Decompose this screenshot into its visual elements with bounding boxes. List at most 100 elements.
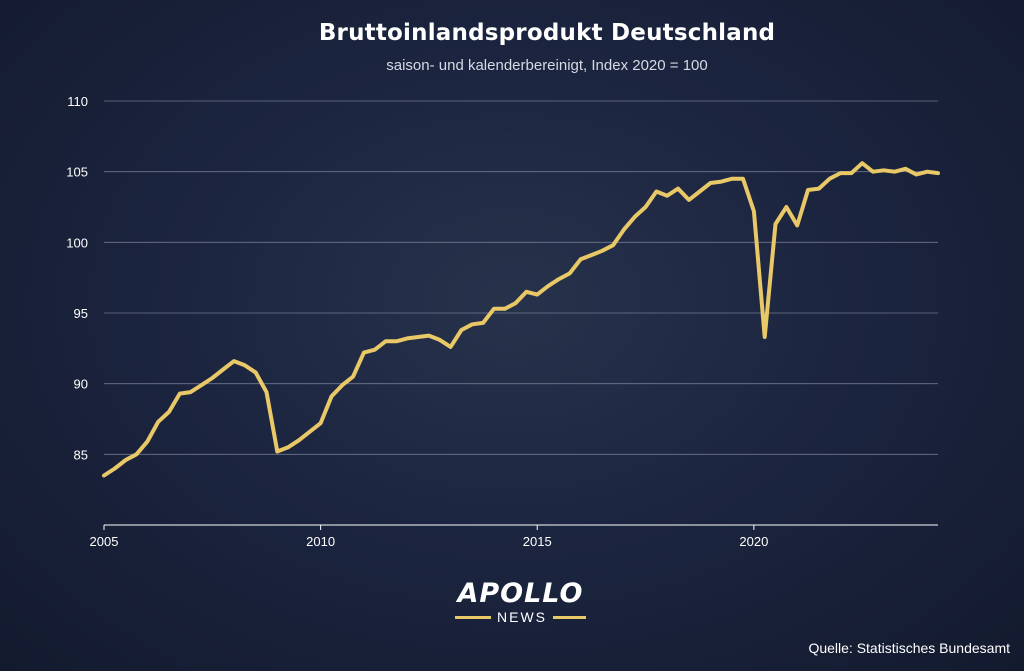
data-point [741,177,745,181]
data-point [243,363,247,367]
data-point [275,450,279,454]
data-point [524,290,528,294]
data-point [676,187,680,191]
logo-news: NEWS [497,609,547,625]
chart-subtitle: saison- und kalenderbereinigt, Index 202… [386,57,708,74]
data-point [600,249,604,253]
data-point [145,440,149,444]
data-point [665,194,669,198]
data-point [817,187,821,191]
data-point [384,339,388,343]
data-point [102,474,106,478]
apollo-news-logo: APOLLO NEWS [455,578,586,628]
data-point [492,307,496,311]
data-point [113,466,117,470]
logo-bar-right [553,616,586,619]
data-point [308,430,312,434]
data-point [644,205,648,209]
data-point [839,171,843,175]
line-chart: 85 90 95 100 105 110 2005 2010 2015 2020 [66,94,940,549]
data-point [470,322,474,326]
data-point [449,345,453,349]
data-point [210,376,214,380]
data-point [438,338,442,342]
logo-bar-left [455,616,491,619]
data-point [189,390,193,394]
series-line-gdp [102,161,940,478]
data-point [882,168,886,172]
data-point [340,383,344,387]
data-point [763,335,767,339]
data-point [557,277,561,281]
data-point [427,334,431,338]
data-point [925,170,929,174]
y-axis-labels: 85 90 95 100 105 110 [66,94,88,462]
data-point [156,420,160,424]
data-point [329,394,333,398]
data-point [633,215,637,219]
data-point [221,368,225,372]
x-tick-label: 2020 [739,534,768,549]
x-axis: 2005 2010 2015 2020 [90,524,938,549]
x-tick-label: 2005 [90,534,119,549]
data-point [546,284,550,288]
data-point [416,335,420,339]
data-point [589,253,593,257]
data-point [351,375,355,379]
data-point [134,452,138,456]
y-tick-label: 100 [66,235,88,250]
data-point [752,209,756,213]
chart-title: Bruttoinlandsprodukt Deutschland [318,20,776,46]
data-point [319,421,323,425]
data-point [936,171,940,175]
data-point [362,351,366,355]
data-point [849,171,853,175]
data-point [828,177,832,181]
data-point [784,205,788,209]
data-point [806,188,810,192]
data-point [124,458,128,462]
data-point [774,222,778,226]
data-point [687,198,691,202]
data-point [795,223,799,227]
data-point [698,189,702,193]
data-point [297,438,301,442]
y-tick-label: 90 [74,377,88,392]
y-tick-label: 110 [67,94,88,109]
data-point [893,170,897,174]
y-tick-label: 105 [66,165,88,180]
data-point [199,383,203,387]
data-point [394,339,398,343]
data-point [481,321,485,325]
data-point [914,172,918,176]
y-tick-label: 85 [74,447,88,462]
data-point [730,177,734,181]
data-point [459,328,463,332]
data-point [654,189,658,193]
logo-word: APOLLO [457,578,584,609]
data-point [514,301,518,305]
x-tick-label: 2015 [523,534,552,549]
data-point [286,445,290,449]
data-point [178,392,182,396]
data-point [503,307,507,311]
data-point [167,410,171,414]
data-point [719,180,723,184]
data-point [373,348,377,352]
data-point [709,181,713,185]
data-point [579,257,583,261]
data-point [860,161,864,165]
data-point [254,370,258,374]
data-point [264,390,268,394]
data-point [904,167,908,171]
series-group [102,161,940,478]
y-tick-label: 95 [74,306,88,321]
gridlines [104,100,938,455]
data-point [405,336,409,340]
source-note: Quelle: Statistisches Bundesamt [808,640,1010,656]
data-point [535,293,539,297]
data-point [611,243,615,247]
data-point [232,359,236,363]
data-point [568,271,572,275]
data-point [871,170,875,174]
